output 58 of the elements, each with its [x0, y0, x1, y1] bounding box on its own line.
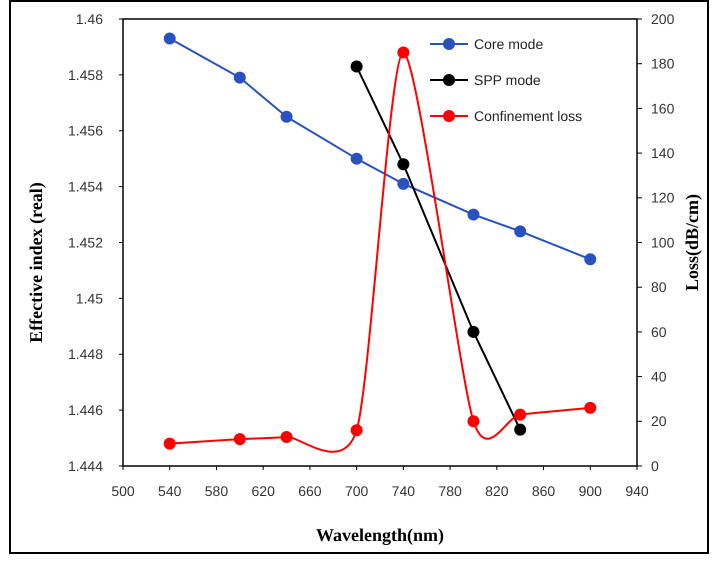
point: [234, 433, 246, 446]
y2-tick-label: 100: [651, 234, 675, 250]
point: [514, 225, 526, 238]
x-tick-label: 740: [392, 483, 416, 499]
point: [234, 72, 246, 84]
y-tick-label: 1.446: [68, 402, 104, 418]
x-tick-label: 900: [578, 483, 602, 499]
point: [350, 152, 363, 165]
x-tick-label: 860: [532, 483, 556, 499]
y2-tick-label: 160: [651, 100, 675, 116]
y2-tick-label: 60: [651, 324, 667, 340]
legend-label: Core mode: [474, 36, 544, 52]
y-tick-label: 1.46: [76, 10, 104, 27]
point: [280, 110, 293, 123]
point: [350, 60, 363, 72]
y2-axis-title: Loss(dB/cm): [682, 194, 702, 292]
x-tick-label: 580: [204, 483, 228, 499]
x-tick-label: 540: [158, 483, 182, 499]
y2-tick-label: 180: [651, 56, 675, 72]
point: [397, 178, 410, 190]
legend-label: SPP mode: [474, 72, 541, 88]
x-tick-label: 620: [252, 483, 276, 499]
point: [350, 424, 363, 436]
y-tick-label: 1.45: [76, 290, 104, 306]
point: [514, 424, 526, 436]
point: [584, 402, 596, 414]
y-tick-label: 1.452: [68, 234, 104, 250]
y-tick-label: 1.448: [68, 346, 104, 362]
x-tick-label: 500: [111, 483, 135, 499]
x-tick-label: 780: [438, 483, 462, 499]
x-tick-label: 820: [485, 483, 509, 499]
y-axis-title: Effective index (real): [26, 182, 46, 343]
legend-label: Confinement loss: [474, 108, 582, 124]
y-tick-label: 1.456: [68, 122, 104, 139]
y2-tick-label: 20: [651, 413, 667, 430]
y-tick-label: 1.454: [68, 178, 104, 195]
x-axis-title: Wavelength(nm): [316, 525, 444, 545]
point: [467, 415, 480, 428]
point: [164, 32, 176, 45]
y2-tick-label: 140: [651, 145, 675, 161]
y2-tick-label: 120: [651, 190, 675, 206]
y-tick-label: 1.444: [68, 458, 104, 474]
point: [397, 46, 410, 59]
point: [584, 253, 596, 266]
y-tick-label: 1.458: [68, 66, 104, 83]
y2-tick-label: 0: [651, 458, 659, 474]
point: [280, 430, 293, 443]
point: [164, 438, 176, 450]
y2-tick-label: 80: [651, 279, 667, 296]
y2-tick-label: 200: [651, 10, 675, 27]
x-tick-label: 700: [344, 483, 369, 499]
point: [514, 408, 526, 421]
point: [467, 208, 480, 221]
x-tick-label: 660: [298, 483, 322, 499]
x-tick-label: 940: [625, 483, 649, 499]
point: [397, 158, 410, 170]
point: [467, 326, 480, 338]
y2-tick-label: 40: [651, 368, 667, 384]
